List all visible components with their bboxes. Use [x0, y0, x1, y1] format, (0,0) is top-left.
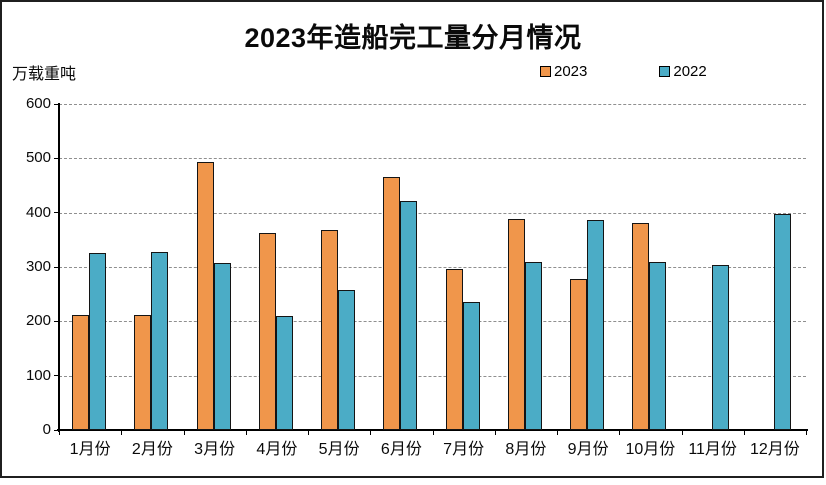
- x-axis-tick-4: [308, 430, 309, 435]
- x-axis-tick-11: [743, 430, 745, 435]
- bar-2022-month-8: [524, 262, 542, 430]
- bar-2022-month-2: [151, 252, 169, 430]
- y-axis-line: [58, 103, 60, 432]
- x-axis-category-label-11: 11月份: [688, 441, 737, 458]
- y-axis-tick-label-400: 400: [25, 203, 51, 221]
- bar-2023-month-9: [570, 279, 587, 430]
- y-axis-tick-label-0: 0: [42, 421, 51, 438]
- y-axis-unit-label: 万载重吨: [12, 66, 77, 83]
- gridline-600: [59, 104, 806, 105]
- bar-2022-month-11: [711, 265, 729, 430]
- bar-2022-month-1: [89, 253, 106, 430]
- bar-2022-month-6: [400, 201, 418, 430]
- x-axis-category-label-12: 12月份: [749, 441, 800, 458]
- x-axis-category-label-7: 7月份: [443, 441, 485, 458]
- gridline-100: [59, 375, 806, 377]
- bar-2023-month-4: [258, 233, 276, 430]
- x-axis-tick-3: [245, 430, 247, 435]
- legend-label-2023: 2023: [554, 63, 588, 80]
- y-axis-tick-500: [54, 157, 59, 159]
- legend-swatch-2022: [659, 66, 671, 77]
- x-axis-tick-2: [183, 430, 185, 435]
- plot-area: 0 100 200 300 400 500 600 1月份 2月份 3月份 4月份 5月份 6月份 7月份…: [26, 95, 808, 458]
- legend-item-2023: 2023: [540, 63, 587, 80]
- bar-2022-month-10: [649, 262, 667, 430]
- gridline-300: [59, 267, 806, 268]
- x-axis-category-label-9: 9月份: [567, 441, 609, 458]
- bar-2022-month-4: [275, 316, 293, 430]
- bar-2022-month-7: [462, 302, 480, 430]
- x-axis-category-label-6: 6月份: [380, 441, 422, 458]
- x-axis-tick-10: [681, 430, 683, 435]
- legend-swatch-2023: [540, 66, 551, 77]
- x-axis-category-label-8: 8月份: [505, 441, 547, 458]
- bar-2022-month-3: [213, 263, 231, 430]
- y-axis-tick-400: [54, 212, 59, 214]
- bar-2022-month-12: [773, 214, 791, 430]
- x-axis-category-label-2: 2月份: [131, 441, 173, 458]
- legend: 2023 2022: [540, 63, 707, 80]
- gridline-200: [59, 321, 806, 323]
- gridline-500: [59, 158, 806, 160]
- bar-2022-month-5: [338, 290, 355, 430]
- bar-2022-month-9: [587, 220, 604, 430]
- x-axis-tick-1: [121, 430, 123, 435]
- y-axis-tick-label-600: 600: [25, 95, 51, 112]
- y-axis-tick-label-300: 300: [25, 258, 51, 275]
- x-axis-tick-8: [557, 430, 558, 435]
- x-axis-category-label-1: 1月份: [69, 441, 111, 458]
- y-axis-tick-label-100: 100: [25, 366, 51, 384]
- bar-2023-month-2: [134, 315, 152, 430]
- x-axis-tick-12: [806, 430, 807, 435]
- x-axis-category-label-10: 10月份: [625, 441, 676, 458]
- y-axis-tick-200: [54, 320, 59, 322]
- y-axis-tick-300: [54, 266, 59, 268]
- bar-2023-month-6: [383, 177, 401, 430]
- y-axis-tick-label-500: 500: [25, 149, 51, 167]
- bar-2023-month-8: [507, 219, 525, 430]
- x-axis-category-label-3: 3月份: [194, 441, 236, 458]
- bar-2023-month-5: [321, 230, 338, 430]
- y-axis-tick-600: [54, 103, 59, 105]
- chart-title: 2023年造船完工量分月情况: [244, 23, 582, 53]
- y-axis-tick-100: [54, 375, 59, 377]
- bar-2023-month-10: [632, 223, 650, 430]
- bar-2023-month-3: [196, 162, 214, 430]
- x-axis-tick-7: [494, 430, 496, 435]
- y-axis-tick-0: [54, 429, 59, 431]
- y-axis-tick-label-200: 200: [25, 312, 51, 330]
- gridline-400: [59, 212, 806, 214]
- x-axis-category-label-5: 5月份: [318, 441, 360, 458]
- x-axis-category-label-4: 4月份: [256, 441, 298, 458]
- bar-2023-month-1: [72, 315, 89, 430]
- x-axis-tick-9: [619, 430, 621, 435]
- legend-item-2022: 2022: [659, 63, 707, 80]
- x-axis-tick-0: [59, 430, 60, 435]
- legend-label-2022: 2022: [673, 63, 707, 80]
- bar-2023-month-7: [445, 269, 463, 430]
- x-axis-tick-5: [370, 430, 372, 435]
- x-axis-tick-6: [432, 430, 434, 435]
